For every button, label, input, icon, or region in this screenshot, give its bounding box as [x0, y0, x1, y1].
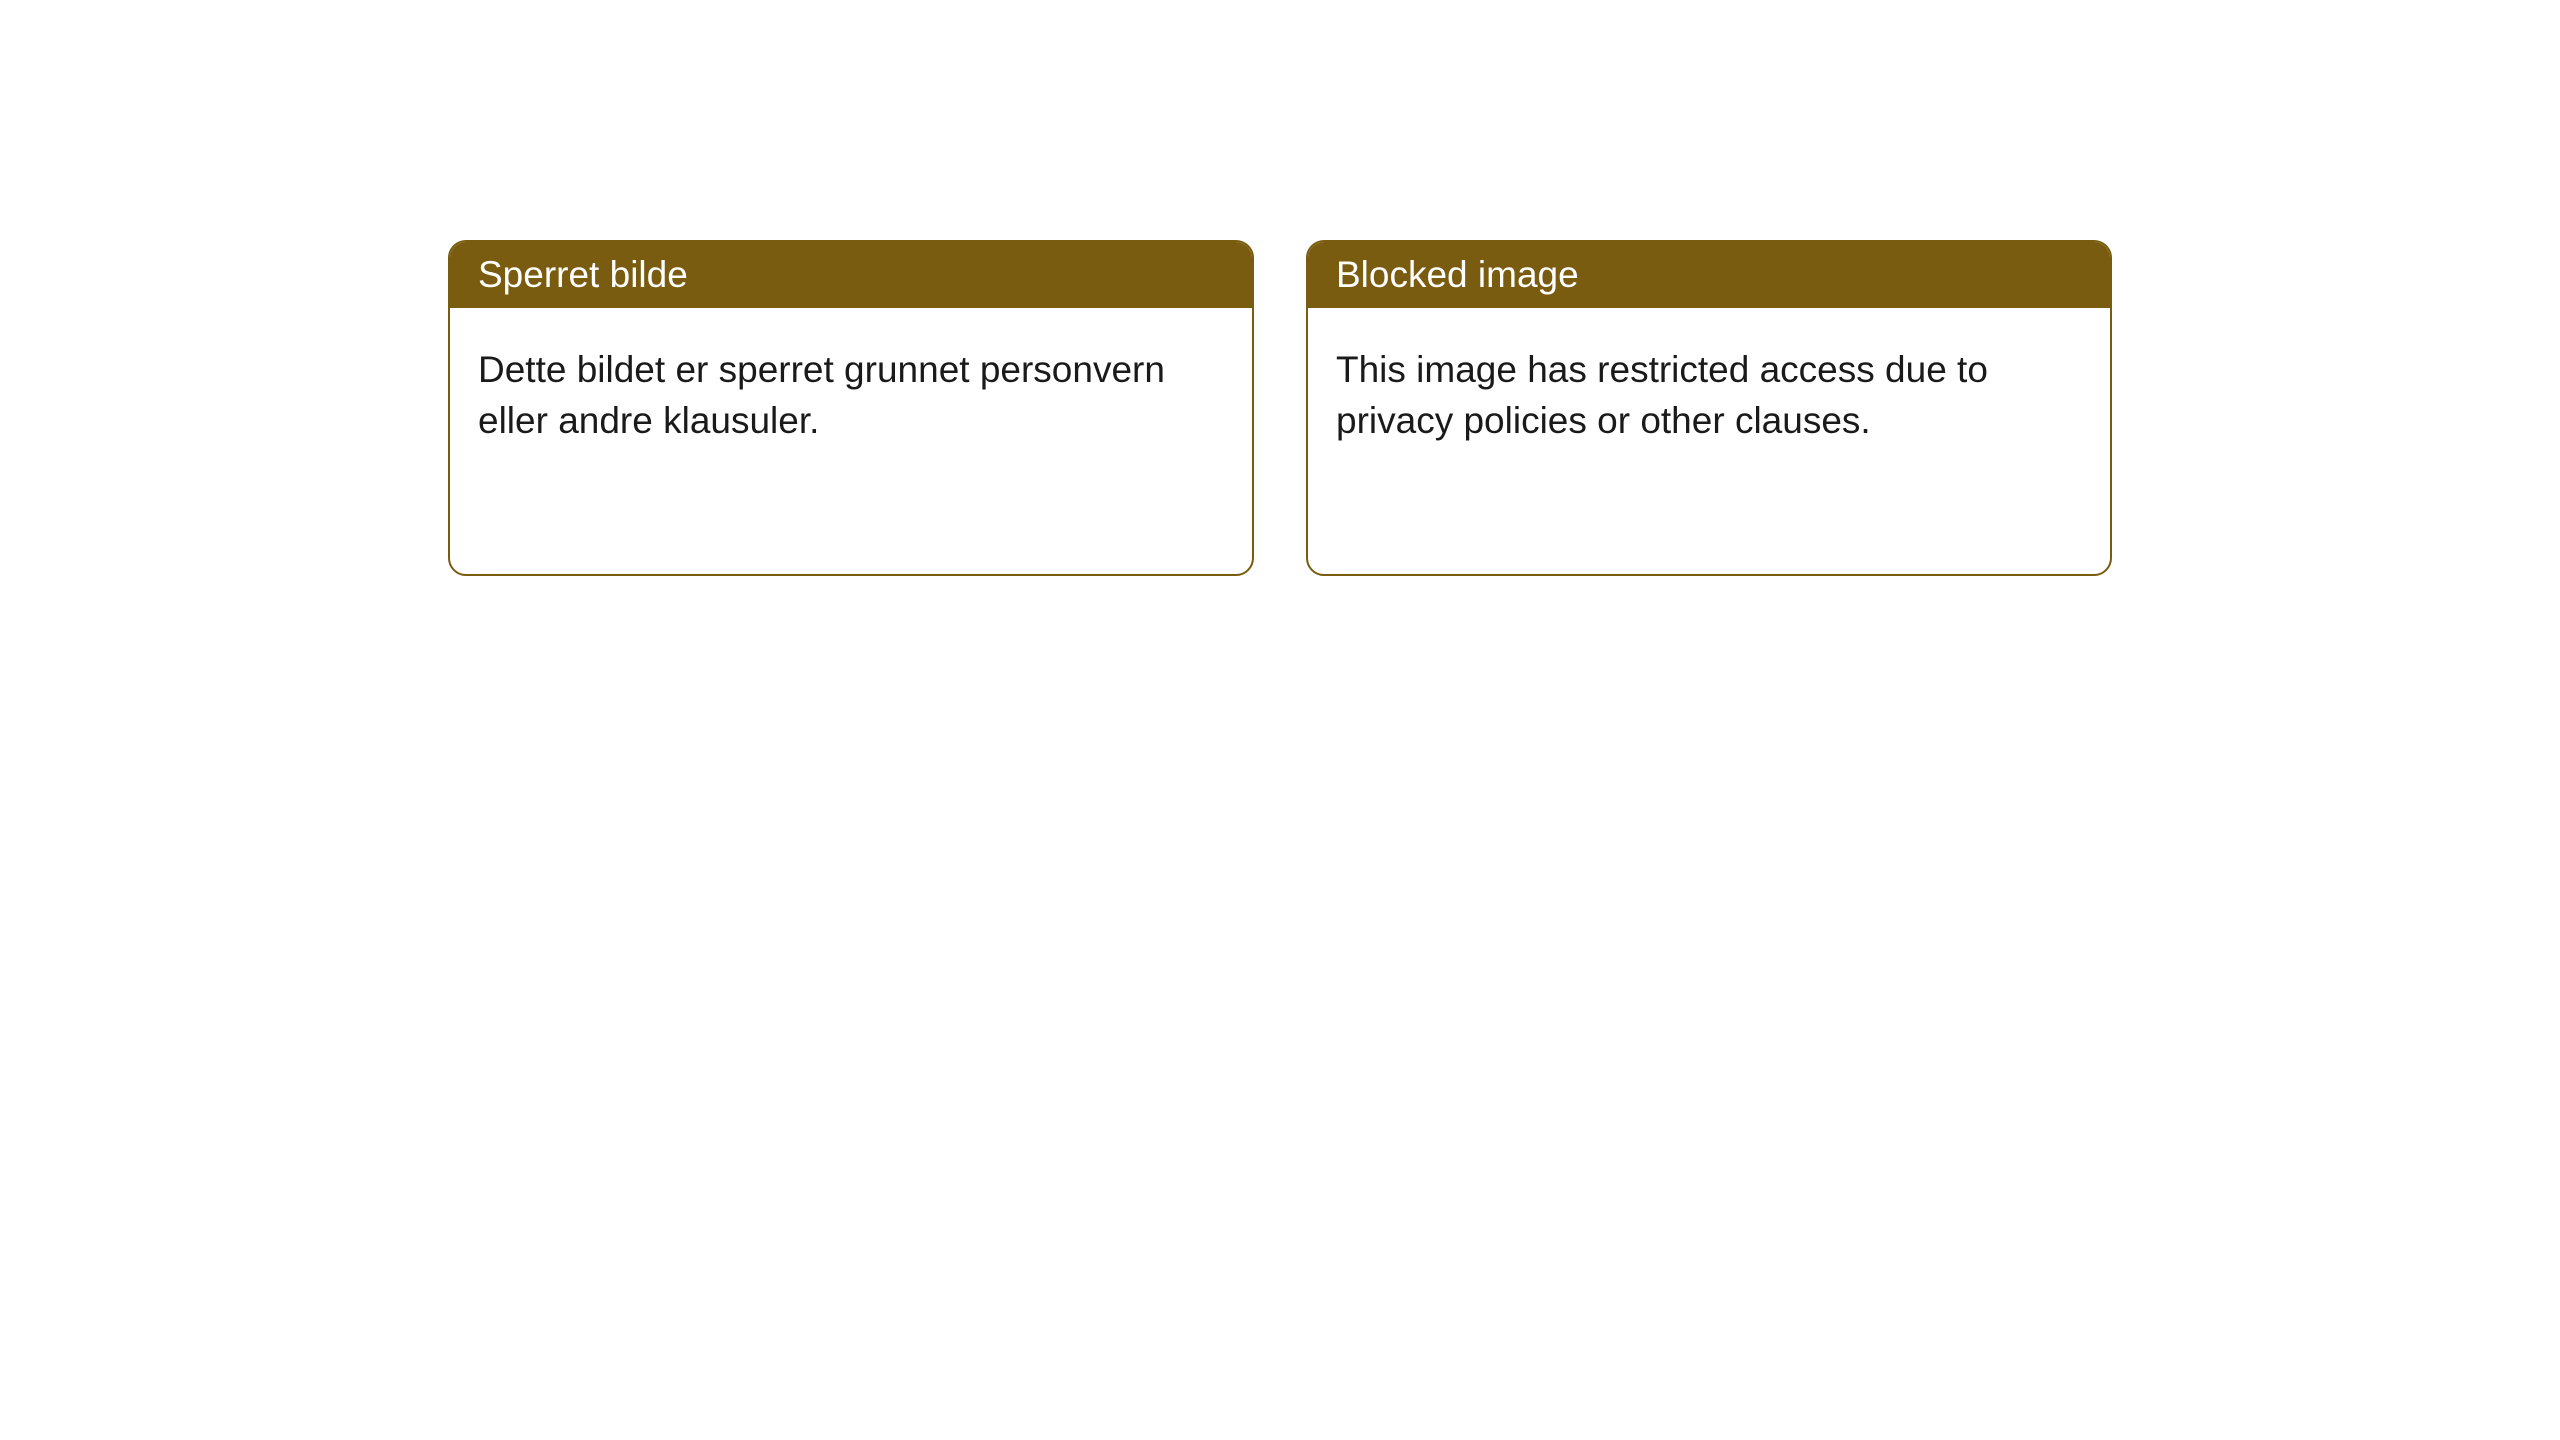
notice-card-norwegian: Sperret bilde Dette bildet er sperret gr… [448, 240, 1254, 576]
notice-body-text: This image has restricted access due to … [1336, 349, 1988, 441]
notice-header-norwegian: Sperret bilde [450, 242, 1252, 308]
notice-body-norwegian: Dette bildet er sperret grunnet personve… [450, 308, 1252, 482]
notice-title: Blocked image [1336, 254, 1579, 295]
notice-container: Sperret bilde Dette bildet er sperret gr… [0, 0, 2560, 576]
notice-body-english: This image has restricted access due to … [1308, 308, 2110, 482]
notice-header-english: Blocked image [1308, 242, 2110, 308]
notice-body-text: Dette bildet er sperret grunnet personve… [478, 349, 1165, 441]
notice-card-english: Blocked image This image has restricted … [1306, 240, 2112, 576]
notice-title: Sperret bilde [478, 254, 688, 295]
